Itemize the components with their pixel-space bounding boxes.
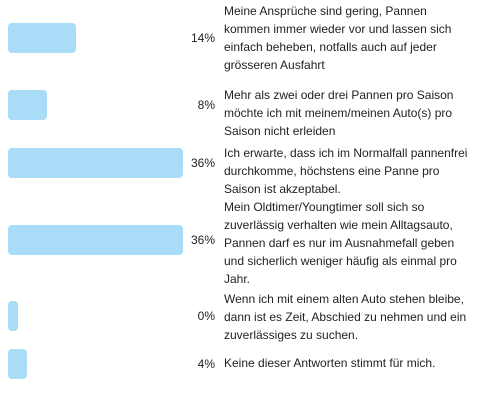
answer-percentage: 36% xyxy=(190,233,215,247)
answer-text: Mein Oldtimer/Youngtimer soll sich so zu… xyxy=(224,200,457,286)
answer-row: 36% Mein Oldtimer/Youngtimer soll sich so… xyxy=(0,196,480,286)
answer-bar xyxy=(8,148,183,178)
answer-text: Ich erwarte, dass ich im Normalfall pann… xyxy=(224,146,468,196)
answer-bar xyxy=(8,301,18,331)
answer-percentage: 36% xyxy=(190,156,215,170)
answer-text: Wenn ich mit einem alten Auto stehen ble… xyxy=(224,292,467,342)
answer-percentage: 4% xyxy=(197,357,215,371)
answer-row: 0% Wenn ich mit einem alten Auto stehen b… xyxy=(0,288,480,346)
answer-bar xyxy=(8,225,183,255)
answer-bar xyxy=(8,349,27,379)
answer-row: 14% Meine Ansprüche sind gering, Pannen k… xyxy=(0,0,480,76)
answer-text: Keine dieser Antworten stimmt für mich. xyxy=(224,356,436,370)
answer-text: Meine Ansprüche sind gering, Pannen komm… xyxy=(224,4,452,72)
answer-bar xyxy=(8,23,76,53)
answer-row: 36% Ich erwarte, dass ich im Normalfall p… xyxy=(0,142,480,196)
answer-row: 8% Mehr als zwei oder drei Pannen pro Sai… xyxy=(0,84,480,140)
answer-bar xyxy=(8,90,47,120)
answer-percentage: 14% xyxy=(190,31,215,45)
answer-text: Mehr als zwei oder drei Pannen pro Saiso… xyxy=(224,88,454,138)
answer-percentage: 0% xyxy=(197,309,215,323)
answer-row: 4% Keine dieser Antworten stimmt für mich… xyxy=(0,349,480,384)
answer-percentage: 8% xyxy=(197,98,215,112)
